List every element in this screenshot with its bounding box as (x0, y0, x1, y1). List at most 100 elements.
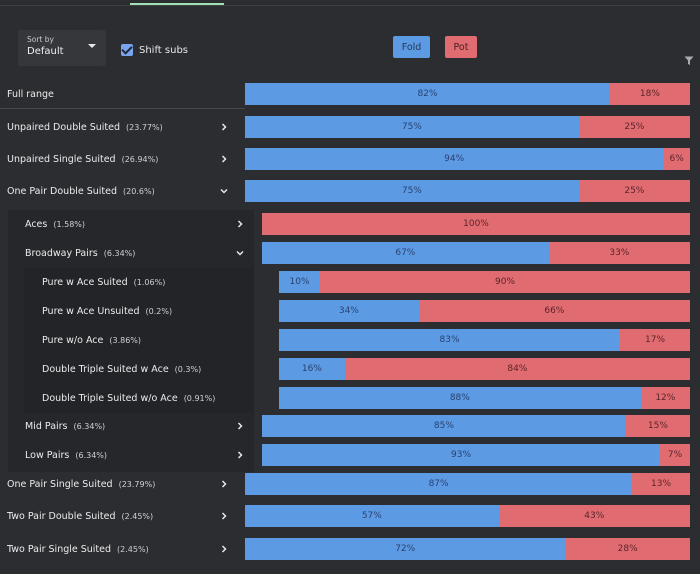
row-name: Pure w/o Ace (42, 334, 104, 346)
action-frequency-bar[interactable]: 75% 25% (245, 116, 690, 138)
row-share: (6.34%) (103, 248, 136, 258)
fold-segment: 10% (279, 271, 321, 293)
chevron-down-icon[interactable] (235, 248, 245, 258)
pot-segment: 25% (578, 116, 690, 138)
row-label: Low Pairs (6.34%) (25, 444, 107, 466)
action-frequency-bar[interactable]: 87% 13% (245, 473, 690, 495)
row-name: Broadway Pairs (25, 247, 98, 259)
row-name: Double Triple Suited w Ace (42, 363, 169, 375)
row-name: Unpaired Double Suited (7, 121, 121, 133)
chevron-right-icon[interactable] (219, 122, 229, 132)
row-label: Unpaired Single Suited (26.94%) (7, 148, 158, 170)
action-frequency-bar[interactable]: 88% 12% (279, 387, 690, 409)
row-share: (20.6%) (123, 186, 155, 196)
range-row-two-pair-single-suited[interactable]: Two Pair Single Suited (2.45%) 72% 28% (0, 538, 700, 560)
pot-segment: 18% (609, 83, 690, 105)
range-row-mid-pairs[interactable]: Mid Pairs (6.34%) 85% 15% (0, 415, 700, 437)
action-frequency-bar[interactable]: 10% 90% (279, 271, 690, 293)
range-row-unpaired-single-suited[interactable]: Unpaired Single Suited (26.94%) 94% 6% (0, 148, 700, 170)
fold-segment: 88% (279, 387, 641, 409)
filter-icon[interactable] (684, 56, 694, 66)
chevron-right-icon[interactable] (235, 421, 245, 431)
fold-segment: 94% (245, 148, 664, 170)
pot-segment: 84% (344, 358, 690, 380)
row-label: Double Triple Suited w Ace (0.3%) (42, 358, 201, 380)
list-divider (0, 108, 245, 109)
fold-segment: 75% (245, 180, 579, 202)
range-row-two-pair-double-suited[interactable]: Two Pair Double Suited (2.45%) 57% 43% (0, 505, 700, 527)
chevron-right-icon[interactable] (219, 544, 229, 554)
row-share: (6.34%) (75, 450, 108, 460)
chevron-right-icon[interactable] (235, 219, 245, 229)
row-name: Two Pair Double Suited (7, 510, 116, 522)
chevron-right-icon[interactable] (219, 511, 229, 521)
action-frequency-bar[interactable]: 57% 43% (245, 505, 690, 527)
action-frequency-bar[interactable]: 67% 33% (262, 242, 690, 264)
shift-subs-toggle[interactable]: Shift subs (121, 43, 188, 57)
range-row-unpaired-double-suited[interactable]: Unpaired Double Suited (23.77%) 75% 25% (0, 116, 700, 138)
pot-segment: 100% (262, 213, 690, 235)
action-frequency-bar[interactable]: 16% 84% (279, 358, 690, 380)
legend-pot-button[interactable]: Pot (445, 36, 477, 58)
row-share: (26.94%) (121, 154, 159, 164)
fold-segment: 93% (262, 444, 661, 466)
row-share: (6.34%) (73, 421, 106, 431)
pot-segment: 15% (625, 415, 690, 437)
fold-segment: 75% (245, 116, 579, 138)
caret-down-icon (88, 44, 96, 48)
checkbox-checked-icon[interactable] (121, 44, 133, 56)
sort-by-value: Default (27, 46, 64, 57)
row-label: Pure w Ace Suited (1.06%) (42, 271, 165, 293)
action-frequency-bar[interactable]: 100% (262, 213, 690, 235)
action-frequency-bar[interactable]: 85% 15% (262, 415, 690, 437)
active-tab-indicator (130, 3, 224, 5)
fold-segment: 57% (245, 505, 499, 527)
action-frequency-bar[interactable]: 83% 17% (279, 329, 690, 351)
row-share: (23.79%) (118, 479, 156, 489)
row-share: (2.45%) (117, 544, 149, 554)
row-share: (23.77%) (126, 122, 163, 132)
action-frequency-bar[interactable]: 72% 28% (245, 538, 690, 560)
range-row-one-pair-double-suited[interactable]: One Pair Double Suited (20.6%) 75% 25% (0, 180, 700, 202)
pot-segment: 17% (620, 329, 690, 351)
action-frequency-bar[interactable]: 82% 18% (245, 83, 690, 105)
chevron-down-icon[interactable] (219, 186, 229, 196)
fold-segment: 72% (245, 538, 566, 560)
legend-fold-button[interactable]: Fold (393, 36, 430, 58)
chevron-right-icon[interactable] (235, 450, 245, 460)
row-name: Low Pairs (25, 449, 70, 461)
row-label: Mid Pairs (6.34%) (25, 415, 105, 437)
row-label: Aces (1.58%) (25, 213, 85, 235)
chevron-right-icon[interactable] (219, 154, 229, 164)
action-frequency-bar[interactable]: 93% 7% (262, 444, 690, 466)
row-label: One Pair Double Suited (20.6%) (7, 180, 155, 202)
sort-by-label: Sort by (27, 35, 54, 44)
row-name: Mid Pairs (25, 420, 68, 432)
pot-segment: 13% (632, 473, 690, 495)
row-share: (3.86%) (109, 335, 142, 345)
range-row-one-pair-single-suited[interactable]: One Pair Single Suited (23.79%) 87% 13% (0, 473, 700, 495)
row-name: Pure w Ace Unsuited (42, 305, 140, 317)
range-row-broadway-pairs[interactable]: Broadway Pairs (6.34%) 67% 33% (0, 242, 700, 264)
row-label: Double Triple Suited w/o Ace (0.91%) (42, 387, 215, 409)
action-frequency-bar[interactable]: 94% 6% (245, 148, 690, 170)
range-row-full-range: Full range 82% 18% (0, 83, 700, 105)
shift-subs-label: Shift subs (139, 44, 189, 56)
row-label: Two Pair Single Suited (2.45%) (7, 538, 149, 560)
range-row-pure-w-ace-unsuited: Pure w Ace Unsuited (0.2%) 34% 66% (0, 300, 700, 322)
chevron-right-icon[interactable] (219, 479, 229, 489)
fold-segment: 16% (279, 358, 345, 380)
fold-segment: 82% (245, 83, 610, 105)
top-tab-bar (0, 0, 700, 6)
range-row-aces[interactable]: Aces (1.58%) 100% (0, 213, 700, 235)
row-label: One Pair Single Suited (23.79%) (7, 473, 155, 495)
range-row-double-triple-suited-w-o-ace: Double Triple Suited w/o Ace (0.91%) 88% 12… (0, 387, 700, 409)
range-row-double-triple-suited-w-ace: Double Triple Suited w Ace (0.3%) 16% 84% (0, 358, 700, 380)
action-frequency-bar[interactable]: 34% 66% (279, 300, 690, 322)
row-share: (1.06%) (133, 277, 166, 287)
action-frequency-bar[interactable]: 75% 25% (245, 180, 690, 202)
range-row-low-pairs[interactable]: Low Pairs (6.34%) 93% 7% (0, 444, 700, 466)
row-share: (2.45%) (121, 511, 154, 521)
fold-segment: 85% (262, 415, 626, 437)
sort-by-dropdown[interactable]: Sort by Default (18, 30, 106, 66)
